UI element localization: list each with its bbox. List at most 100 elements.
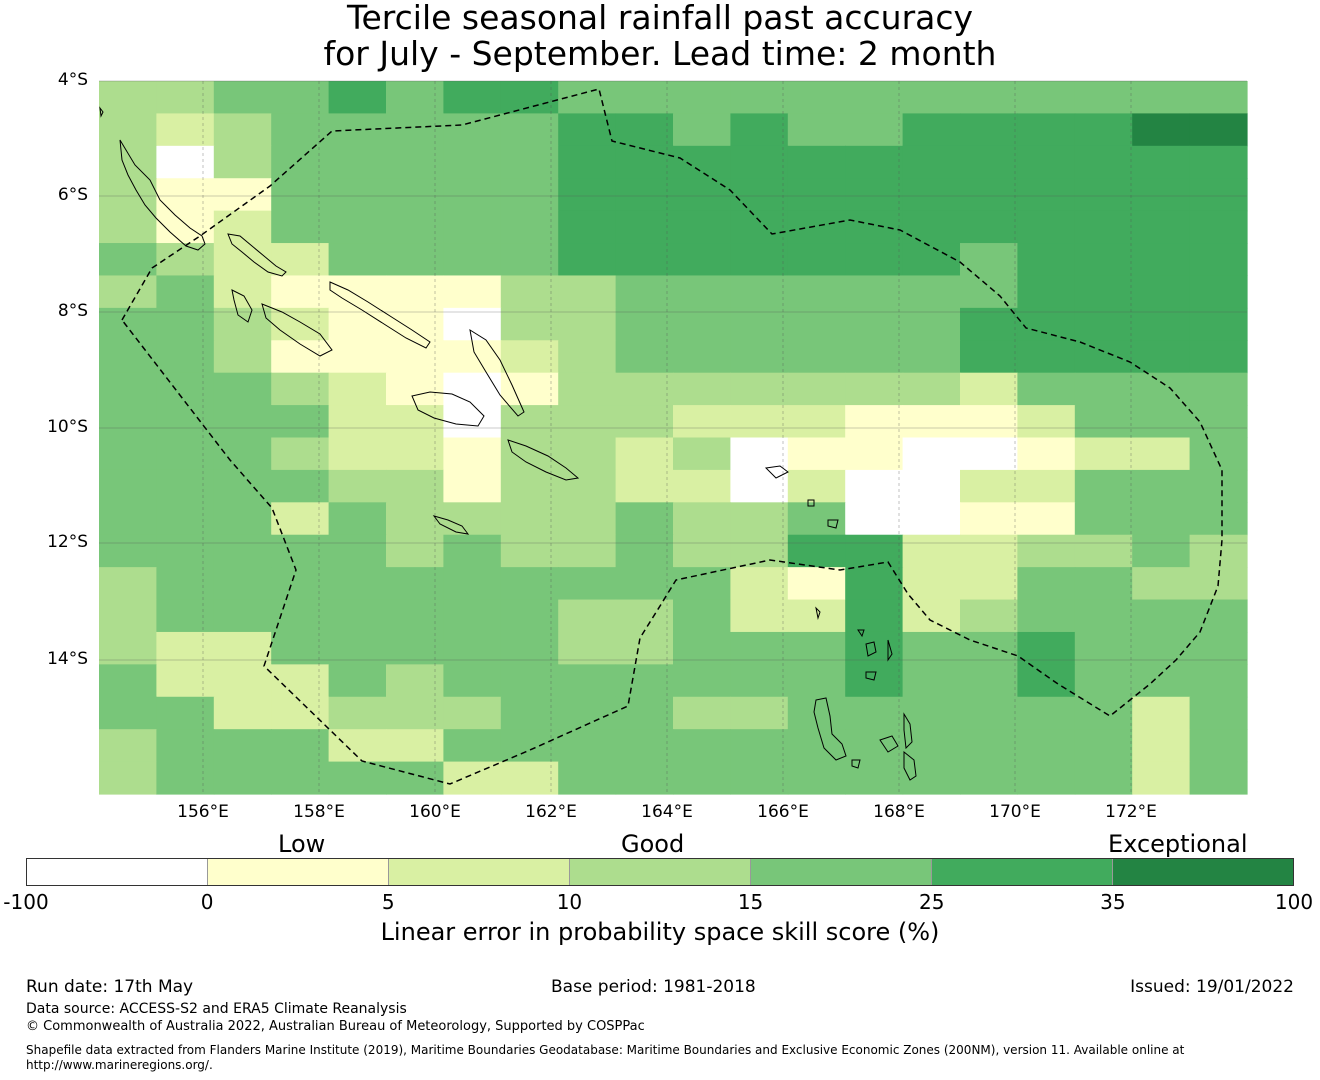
coastline-banks-islands bbox=[857, 629, 865, 638]
coastline-utupua bbox=[827, 519, 839, 529]
grid-cell bbox=[328, 275, 387, 309]
grid-cell bbox=[960, 178, 1018, 212]
longitude-label: 170°E bbox=[989, 802, 1041, 822]
grid-cell bbox=[845, 696, 904, 730]
grid-cell bbox=[443, 210, 502, 244]
grid-cell bbox=[902, 761, 961, 795]
grid-cell bbox=[156, 405, 215, 439]
grid-cell bbox=[443, 81, 502, 115]
grid-cell bbox=[1189, 405, 1248, 439]
grid-cell bbox=[1074, 469, 1133, 503]
grid-cell bbox=[615, 81, 674, 115]
grid-cell bbox=[960, 729, 1018, 763]
grid-cell bbox=[271, 405, 330, 439]
grid-cell bbox=[213, 243, 272, 277]
grid-cell bbox=[271, 113, 330, 147]
grid-cell bbox=[615, 502, 674, 536]
grid-cell bbox=[99, 437, 157, 471]
grid-cell bbox=[615, 145, 674, 179]
grid-cell bbox=[787, 631, 846, 665]
grid-cell bbox=[1074, 275, 1133, 309]
grid-cell bbox=[328, 340, 387, 374]
grid-cell bbox=[156, 534, 215, 568]
grid-cell bbox=[271, 729, 330, 763]
grid-cell bbox=[500, 631, 559, 665]
grid-cell bbox=[386, 534, 444, 568]
grid-cell bbox=[99, 696, 157, 730]
grid-cell bbox=[730, 664, 789, 698]
grid-cell bbox=[558, 243, 617, 277]
grid-cell bbox=[615, 534, 674, 568]
grid-cell bbox=[328, 761, 387, 795]
grid-cell bbox=[1074, 534, 1133, 568]
grid-cell bbox=[386, 696, 444, 730]
coastline-choiseul bbox=[227, 233, 287, 277]
grid-cell bbox=[730, 145, 789, 179]
grid-cell bbox=[271, 567, 330, 601]
grid-cell bbox=[787, 567, 846, 601]
grid-cell bbox=[443, 696, 502, 730]
longitude-label: 158°E bbox=[293, 802, 345, 822]
grid-cell bbox=[271, 696, 330, 730]
grid-cell bbox=[386, 729, 444, 763]
grid-cell bbox=[960, 243, 1018, 277]
grid-cell bbox=[1132, 210, 1191, 244]
map-title-line-1: Tercile seasonal rainfall past accuracy bbox=[346, 0, 974, 37]
grid-cell bbox=[673, 145, 731, 179]
grid-cell bbox=[787, 502, 846, 536]
grid-cell bbox=[386, 664, 444, 698]
grid-cell bbox=[845, 81, 904, 115]
grid-cell bbox=[787, 145, 846, 179]
grid-cell bbox=[1189, 631, 1248, 665]
grid-cell bbox=[328, 372, 387, 406]
grid-cell bbox=[386, 307, 444, 341]
grid-cell bbox=[787, 437, 846, 471]
grid-cell bbox=[386, 567, 444, 601]
grid-cell bbox=[443, 243, 502, 277]
grid-cell bbox=[558, 534, 617, 568]
issued-date: Issued: 19/01/2022 bbox=[1130, 977, 1294, 997]
longitude-label: 172°E bbox=[1105, 802, 1157, 822]
grid-cell bbox=[99, 81, 157, 115]
grid-cell bbox=[500, 81, 559, 115]
grid-cell bbox=[615, 567, 674, 601]
grid-cell bbox=[328, 437, 387, 471]
grid-cell bbox=[787, 81, 846, 115]
grid-cell bbox=[386, 469, 444, 503]
grid-cell bbox=[960, 664, 1018, 698]
eez-solomon-islands bbox=[121, 88, 1223, 785]
grid-cell bbox=[328, 178, 387, 212]
grid-cell bbox=[673, 599, 731, 633]
shapefile-credit-line-1: Shapefile data extracted from Flanders M… bbox=[26, 1043, 1185, 1057]
grid-cell bbox=[730, 275, 789, 309]
grid-cell bbox=[328, 405, 387, 439]
grid-cell bbox=[156, 243, 215, 277]
grid-cell bbox=[271, 372, 330, 406]
grid-cell bbox=[960, 210, 1018, 244]
grid-cell bbox=[730, 113, 789, 147]
grid-cell bbox=[787, 340, 846, 374]
coastline-santa-isabel bbox=[329, 281, 431, 349]
grid-cell bbox=[328, 145, 387, 179]
grid-cell bbox=[787, 210, 846, 244]
grid-cell bbox=[673, 696, 731, 730]
colorbar-tick-label: 25 bbox=[918, 890, 945, 914]
grid-cell bbox=[615, 631, 674, 665]
grid-cell bbox=[500, 340, 559, 374]
grid-cell bbox=[960, 631, 1018, 665]
coastline-maewo bbox=[887, 639, 893, 662]
grid-cell bbox=[558, 210, 617, 244]
grid-cell bbox=[443, 275, 502, 309]
grid-cell bbox=[1074, 664, 1133, 698]
latitude-label: 6°S bbox=[57, 185, 88, 205]
grid-cell bbox=[213, 567, 272, 601]
grid-cell bbox=[730, 307, 789, 341]
grid-cell bbox=[443, 664, 502, 698]
colorbar-tick-label: 10 bbox=[556, 890, 583, 914]
grid-cell bbox=[443, 599, 502, 633]
grid-cell bbox=[960, 81, 1018, 115]
grid-cell bbox=[99, 534, 157, 568]
grid-cell bbox=[213, 631, 272, 665]
grid-cell bbox=[271, 340, 330, 374]
grid-cell bbox=[673, 502, 731, 536]
